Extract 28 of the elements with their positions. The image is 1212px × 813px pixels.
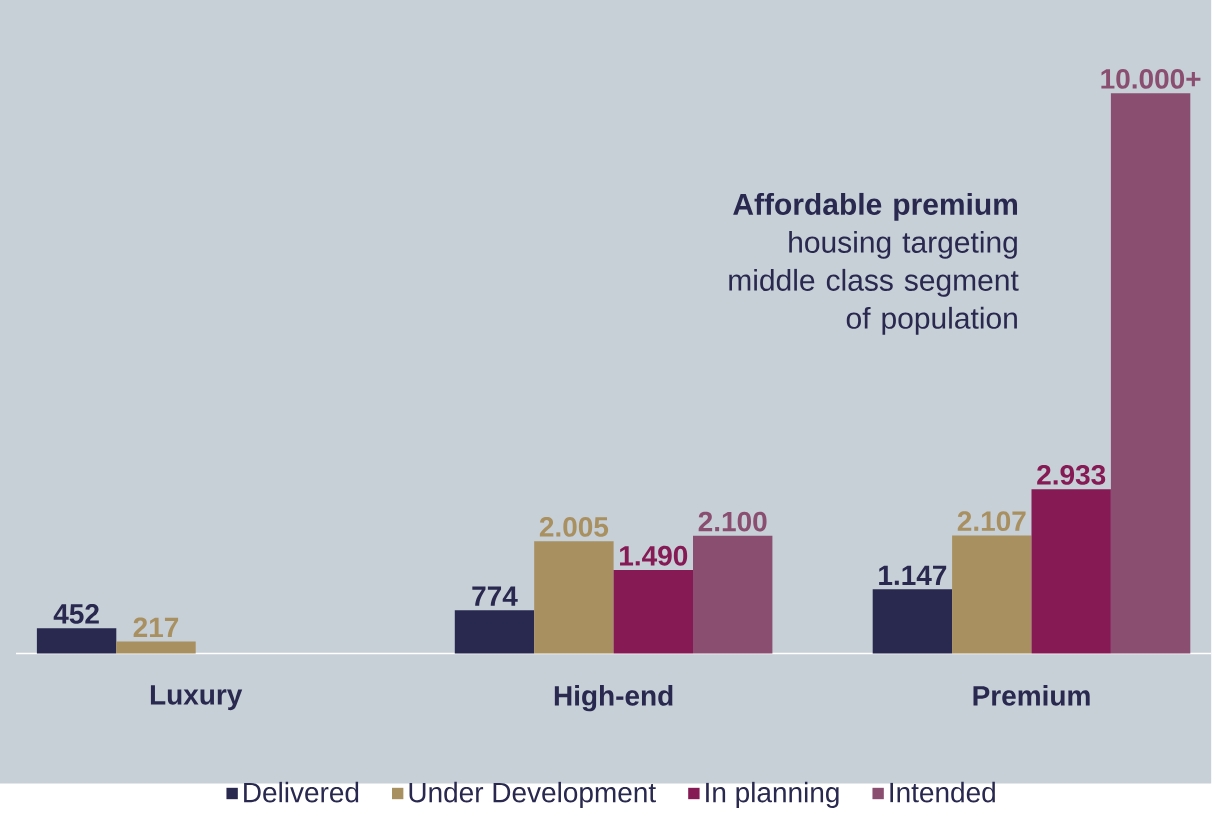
data-label: 2.005 <box>539 516 609 537</box>
legend-label: Intended <box>890 781 995 803</box>
bar <box>952 535 1032 654</box>
x-tick-label: High-end <box>554 685 673 712</box>
legend-label: Delivered <box>244 781 359 803</box>
data-label: 452 <box>53 603 99 624</box>
legend-label: Under Development <box>409 781 656 808</box>
data-label: 1.490 <box>620 545 688 566</box>
bar <box>693 535 773 654</box>
bar <box>116 641 196 654</box>
x-tick-label: Luxury <box>150 685 243 711</box>
bar <box>534 541 614 654</box>
bar <box>1031 489 1111 654</box>
data-label: 2.100 <box>698 511 767 532</box>
bar <box>872 589 953 654</box>
data-label: 10.000+ <box>1101 68 1201 89</box>
annotation: Affordable premium housing targeting middle class segment of population <box>729 192 1019 335</box>
bar <box>613 569 693 654</box>
bar <box>1110 93 1191 654</box>
bar <box>36 628 117 654</box>
legend-label: In planning <box>706 781 839 808</box>
data-label: 774 <box>472 586 518 606</box>
data-label: 1.147 <box>879 565 947 585</box>
bar <box>454 610 535 654</box>
data-label: 2.107 <box>957 511 1026 532</box>
data-label: 217 <box>133 617 179 637</box>
data-label: 2.933 <box>1037 464 1106 485</box>
x-tick-label: Premium <box>973 685 1090 706</box>
